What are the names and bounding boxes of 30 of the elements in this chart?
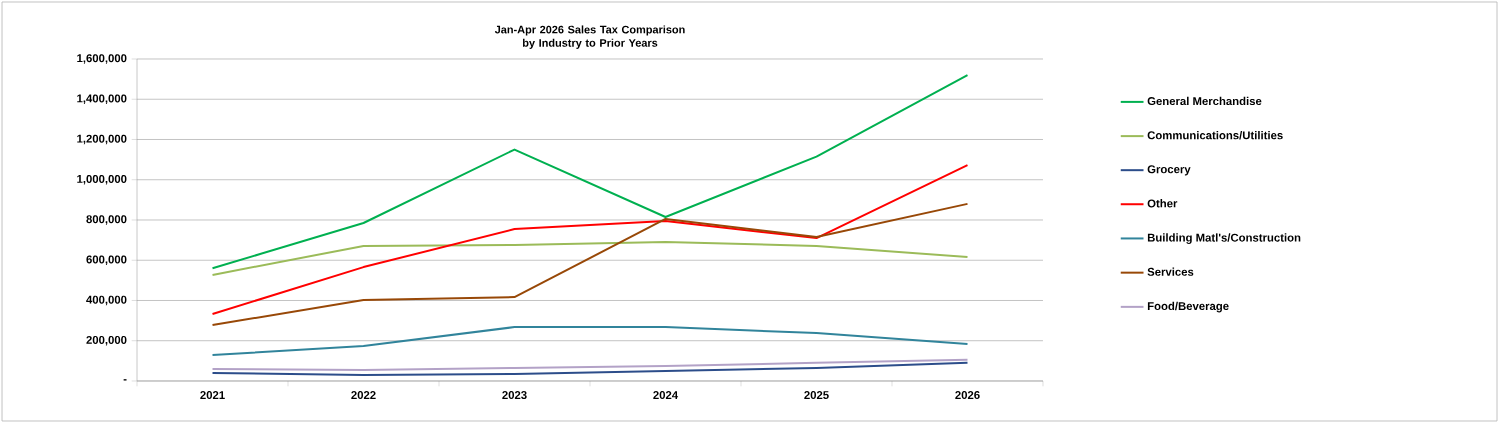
- line-series: [211, 241, 969, 276]
- y-tick-label: 1,400,000: [77, 94, 127, 105]
- legend-label: Food/Beverage: [1147, 301, 1229, 313]
- line-series: [211, 358, 969, 371]
- x-tick-label: 2021: [200, 391, 225, 400]
- line-series: [211, 164, 969, 315]
- chart-title: Jan-Apr 2026 Sales Tax Comparison by Industry to Prior Years: [494, 25, 685, 49]
- y-tick-label: 400,000: [86, 295, 127, 306]
- y-tick-label: 200,000: [86, 335, 127, 346]
- x-tick-label: 2024: [653, 391, 679, 400]
- legend-label: Other: [1147, 199, 1178, 208]
- x-tick-label: 2025: [804, 391, 829, 400]
- legend-label: Communications/Utilities: [1147, 131, 1283, 140]
- line-series: [211, 361, 969, 376]
- line-series: [211, 202, 969, 327]
- y-tick-label: 1,000,000: [77, 174, 127, 185]
- legend-label: Building Matl's/Construction: [1147, 233, 1301, 244]
- y-tick-label: -: [123, 379, 127, 381]
- y-tick-label: 600,000: [86, 255, 127, 266]
- x-tick-label: 2023: [502, 391, 527, 400]
- line-series: [211, 326, 969, 357]
- y-tick-label: 800,000: [86, 215, 127, 225]
- legend-label: General Merchandise: [1147, 96, 1262, 106]
- y-tick-label: 1,200,000: [77, 134, 127, 145]
- legend-label: Services: [1147, 267, 1194, 276]
- legend-label: Grocery: [1147, 165, 1191, 176]
- x-tick-label: 2026: [955, 391, 980, 400]
- y-tick-label: 1,600,000: [77, 54, 127, 64]
- line-series: [211, 74, 969, 270]
- x-tick-label: 2022: [351, 391, 376, 400]
